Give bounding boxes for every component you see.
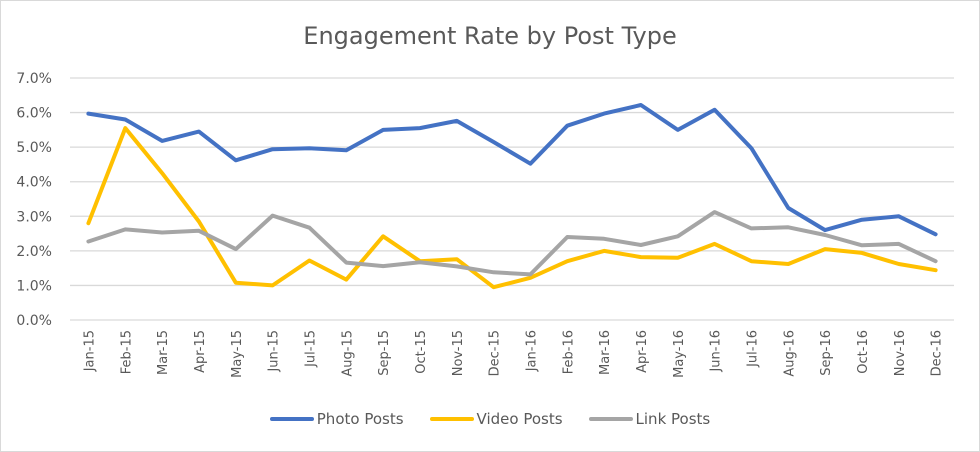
y-tick-label: 7.0% — [16, 71, 52, 87]
x-tick-label: Dec-15 — [488, 330, 503, 376]
x-tick-label: Jul-15 — [303, 330, 318, 368]
x-tick-label: Nov-16 — [893, 330, 908, 376]
series-line-photo-posts[interactable] — [86, 103, 938, 237]
legend-label: Video Posts — [476, 410, 563, 428]
x-tick-label: Oct-15 — [414, 330, 429, 374]
x-tick-label: Jun-15 — [267, 330, 282, 373]
y-tick-label: 4.0% — [16, 175, 52, 191]
y-tick-label: 5.0% — [16, 140, 52, 156]
legend-swatch-link — [588, 417, 633, 421]
x-tick-label: Oct-16 — [856, 330, 871, 374]
y-tick-label: 1.0% — [16, 278, 52, 294]
x-tick-label: Jan-15 — [82, 330, 97, 372]
x-tick-label: Apr-16 — [635, 330, 650, 373]
x-tick-label: Apr-15 — [193, 330, 208, 373]
series-lines — [86, 103, 938, 290]
y-tick-label: 3.0% — [16, 209, 52, 225]
x-tick-label: Feb-16 — [561, 330, 576, 374]
series-line-link-posts[interactable] — [86, 210, 938, 277]
x-tick-label: Mar-16 — [598, 330, 613, 375]
legend-item-photo-posts[interactable]: Photo Posts — [269, 410, 404, 428]
x-tick-label: Mar-15 — [156, 330, 171, 375]
legend-item-link-posts[interactable]: Link Posts — [588, 410, 711, 428]
legend-swatch-photo — [269, 417, 314, 421]
legend-item-video-posts[interactable]: Video Posts — [429, 410, 563, 428]
x-tick-label: May-16 — [672, 330, 687, 378]
legend-label: Link Posts — [635, 410, 711, 428]
x-tick-label: Sep-15 — [377, 330, 392, 376]
legend: Photo Posts Video Posts Link Posts — [0, 410, 980, 428]
legend-swatch-video — [429, 417, 474, 421]
y-tick-label: 0.0% — [16, 313, 52, 329]
x-tick-label: Jun-16 — [709, 330, 724, 373]
x-tick-label: Nov-15 — [451, 330, 466, 376]
chart-title: Engagement Rate by Post Type — [303, 22, 677, 50]
x-tick-label: Dec-16 — [930, 330, 945, 376]
x-tick-label: Aug-15 — [340, 330, 355, 377]
x-tick-label: Sep-16 — [819, 330, 834, 376]
x-tick-label: Jan-16 — [524, 330, 539, 372]
x-tick-label: Feb-15 — [119, 330, 134, 374]
y-tick-label: 6.0% — [16, 106, 52, 122]
y-tick-label: 2.0% — [16, 244, 52, 260]
x-tick-label: Jul-16 — [745, 330, 760, 368]
x-tick-label: Aug-16 — [782, 330, 797, 377]
x-axis: Jan-15 Feb-15 Mar-15 Apr-15 May-15 Jun-15 Jul-… — [82, 330, 944, 378]
y-axis: 0.0% 1.0% 2.0% 3.0% 4.0% 5.0% 6.0% 7.0% — [16, 71, 52, 329]
x-tick-label: May-15 — [230, 330, 245, 378]
legend-label: Photo Posts — [316, 410, 404, 428]
series-line-video-posts[interactable] — [86, 126, 938, 290]
